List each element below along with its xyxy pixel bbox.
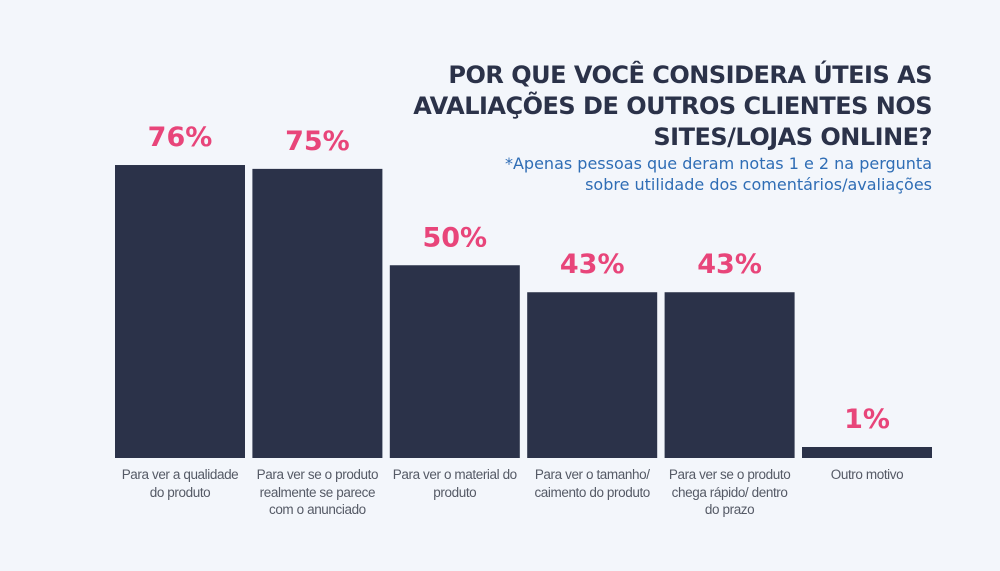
category-label: Para ver o tamanho/ caimento do produto [534,467,650,500]
category-label: Outro motivo [830,467,904,482]
chart-subtitle: *Apenas pessoas que deram notas 1 e 2 na… [504,154,932,194]
data-label: 43% [697,249,762,280]
data-label: 1% [844,404,890,435]
bar [664,292,795,458]
bar [802,447,932,458]
data-label: 76% [148,122,213,153]
data-label: 50% [422,222,487,253]
category-label: Para ver se o produto chega rápido/ dent… [668,467,791,517]
category-label: Para ver o material do produto [392,467,517,500]
chart-title: POR QUE VOCÊ CONSIDERA ÚTEIS AS AVALIAÇÕ… [413,61,932,151]
data-label: 75% [285,126,350,157]
category-label: Para ver se o produto realmente se parec… [256,467,379,517]
bar [389,265,520,458]
data-label: 43% [560,249,625,280]
bar [115,165,245,458]
bar [527,292,658,458]
bar [252,168,383,458]
category-label: Para ver a qualidade do produto [121,467,239,500]
